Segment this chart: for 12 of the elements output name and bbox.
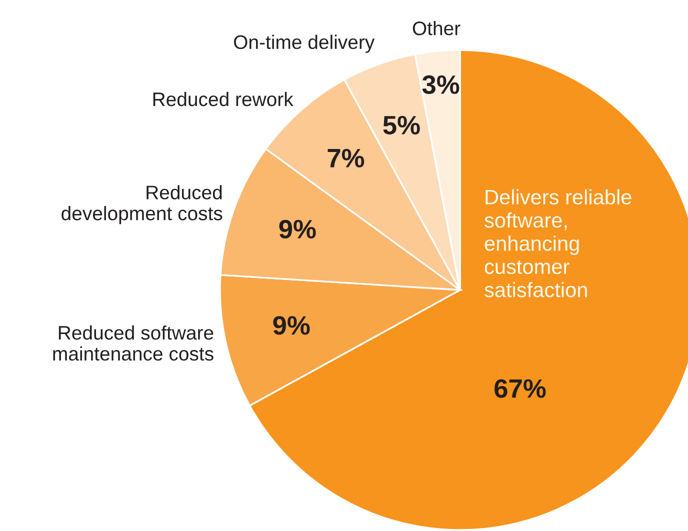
data-label: 9%	[279, 220, 316, 239]
data-label: 5%	[383, 116, 420, 134]
slice-label: Reduced development costs	[62, 185, 222, 224]
data-label: 7%	[328, 148, 364, 168]
data-label: 67%	[494, 379, 546, 398]
slice-label: On-time delivery	[234, 34, 375, 53]
slice-label: Other	[412, 20, 460, 36]
slice-label: Reduced rework	[153, 92, 294, 106]
slice-label: Reduced software maintenance costs	[53, 325, 214, 361]
slice-label: Delivers reliable software, enhancing customer satisfaction	[484, 189, 632, 298]
data-label: 9%	[273, 316, 310, 335]
data-label: 3%	[422, 75, 460, 94]
